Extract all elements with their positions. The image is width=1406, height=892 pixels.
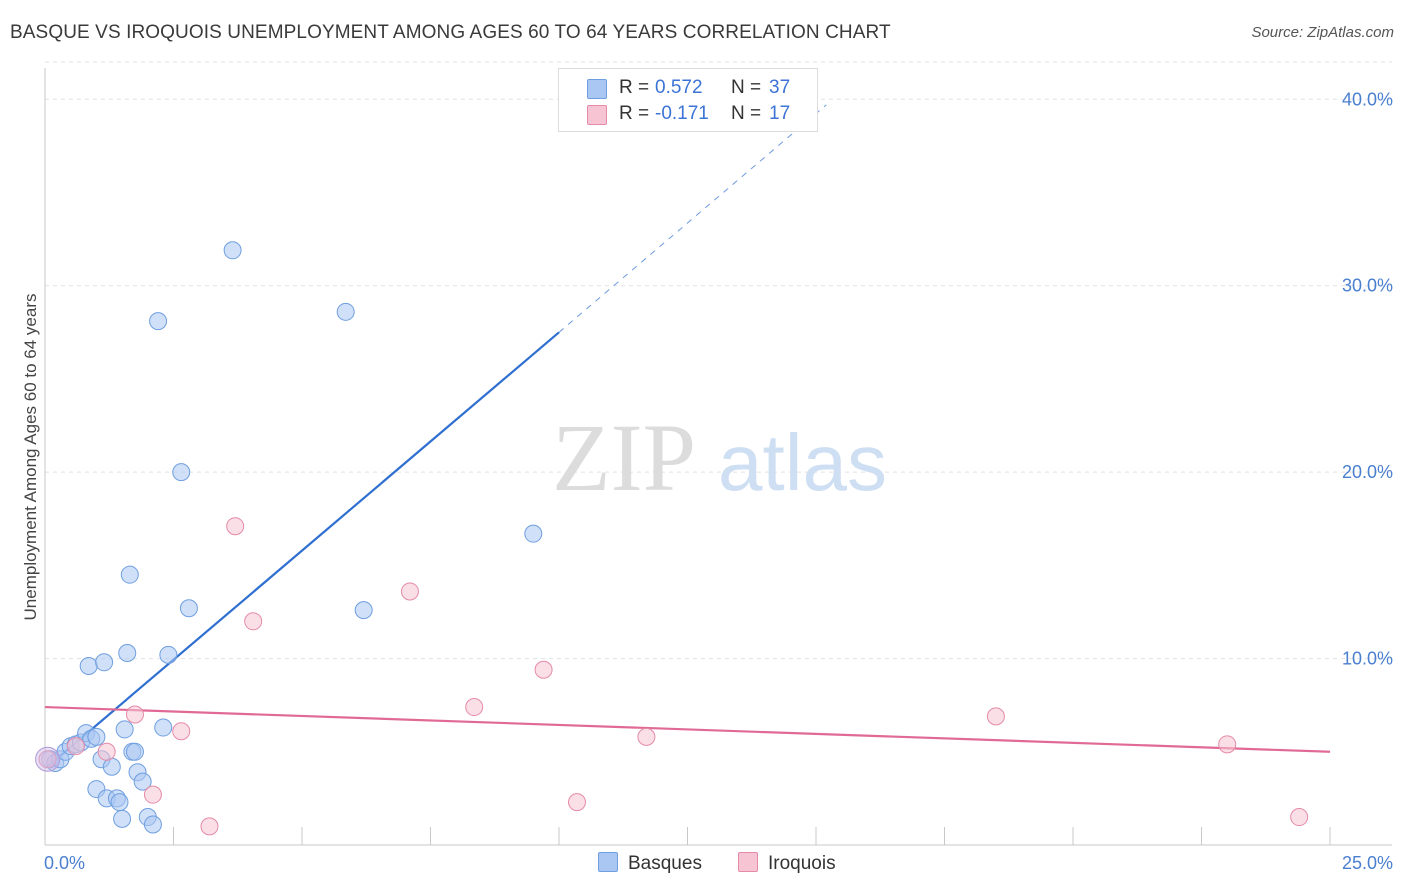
axes <box>44 68 1392 846</box>
legend-n-label: N = <box>731 77 762 98</box>
data-point-basques <box>143 815 162 834</box>
data-point-basques <box>113 809 132 828</box>
y-axis-label: Unemployment Among Ages 60 to 64 years <box>21 294 40 621</box>
basques-label: Basques <box>628 853 702 874</box>
data-point-basques <box>79 657 98 676</box>
y-tick-labels: 10.0% 20.0% 30.0% 40.0% <box>1342 89 1393 668</box>
data-point-basques <box>354 601 373 620</box>
data-point-basques <box>172 463 191 482</box>
y-tick-label: 30.0% <box>1342 276 1393 296</box>
data-point-basques <box>524 524 543 543</box>
data-point-basques <box>110 793 129 812</box>
legend-swatch-basques <box>587 79 607 99</box>
data-point-iroquois <box>143 785 162 804</box>
data-point-iroquois <box>400 582 419 601</box>
legend-swatch-iroquois <box>587 105 607 125</box>
legend-r-label: R = <box>619 77 650 98</box>
data-point-basques <box>115 720 134 739</box>
data-points <box>35 241 1309 836</box>
data-point-iroquois <box>226 517 245 536</box>
iroquois-label: Iroquois <box>768 853 836 874</box>
watermark-zip: ZIP <box>552 404 696 511</box>
data-point-basques <box>87 727 106 746</box>
grid-lines <box>45 61 1392 660</box>
watermark-atlas: atlas <box>718 418 887 507</box>
data-point-iroquois <box>534 660 553 679</box>
data-point-basques <box>133 772 152 791</box>
data-point-iroquois <box>637 727 656 746</box>
y-tick-label: 40.0% <box>1342 89 1393 109</box>
bottom-legend-iroquois: Iroquois <box>738 852 836 875</box>
data-point-iroquois <box>38 750 57 769</box>
y-tick-label: 20.0% <box>1342 462 1393 482</box>
data-point-basques <box>223 241 242 260</box>
data-point-basques <box>336 302 355 321</box>
x-tick-label: 0.0% <box>44 853 85 873</box>
data-point-iroquois <box>567 793 586 812</box>
basques-swatch <box>598 852 618 872</box>
data-point-basques <box>179 599 198 618</box>
trend-line-iroquois <box>44 705 1331 753</box>
x-tick-label: 25.0% <box>1342 853 1393 873</box>
y-tick-label: 10.0% <box>1342 649 1393 669</box>
data-point-iroquois <box>244 612 263 631</box>
legend-n-value: 17 <box>769 103 791 124</box>
iroquois-swatch <box>738 852 758 872</box>
data-point-iroquois <box>465 698 484 717</box>
data-point-iroquois <box>986 707 1005 726</box>
correlation-legend: R = 0.572 N = 37 R = -0.171 N = 17 <box>558 68 818 132</box>
bottom-legend-basques: Basques <box>598 852 702 875</box>
legend-n-value: 37 <box>769 77 791 98</box>
watermark: ZIP atlas <box>552 404 887 511</box>
data-point-basques <box>149 312 168 331</box>
data-point-iroquois <box>200 817 219 836</box>
data-point-iroquois <box>125 705 144 724</box>
x-tick-labels: 0.0% 25.0% <box>44 853 1393 873</box>
data-point-basques <box>120 565 139 584</box>
data-point-iroquois <box>1218 735 1237 754</box>
data-point-basques <box>102 757 121 776</box>
legend-r-value: 0.572 <box>655 77 703 98</box>
data-point-iroquois <box>97 742 116 761</box>
data-point-iroquois <box>66 737 85 756</box>
chart-title: BASQUE VS IROQUOIS UNEMPLOYMENT AMONG AG… <box>10 22 891 43</box>
data-point-basques <box>118 643 137 662</box>
legend-r-value: -0.171 <box>655 103 709 124</box>
trend-line-basques <box>46 331 560 768</box>
data-point-iroquois <box>1290 808 1309 827</box>
data-point-iroquois <box>172 722 191 741</box>
legend-n-label: N = <box>731 103 762 124</box>
data-point-basques <box>125 742 144 761</box>
data-point-cluster <box>35 746 61 772</box>
data-point-basques <box>159 645 178 664</box>
data-point-basques <box>95 653 114 672</box>
legend-r-label: R = <box>619 103 650 124</box>
trend-lines <box>44 104 1331 768</box>
data-point-basques <box>154 718 173 737</box>
trend-extension-basques <box>558 104 827 333</box>
chart-source: Source: ZipAtlas.com <box>1251 24 1394 41</box>
